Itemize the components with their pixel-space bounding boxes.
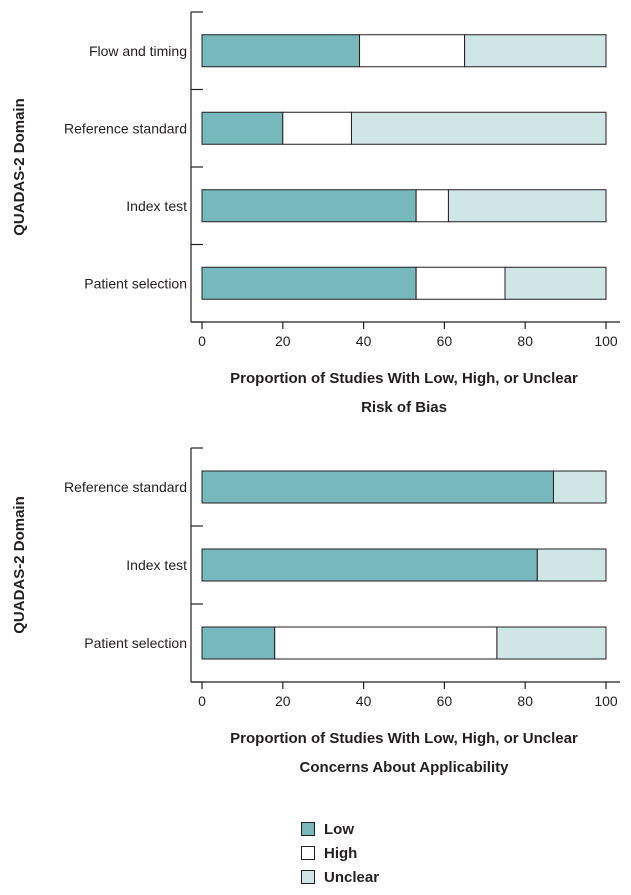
legend-swatch-low: [301, 822, 315, 836]
x-axis-title-line: Risk of Bias: [361, 399, 447, 416]
x-tick-label: 80: [517, 693, 533, 709]
x-tick-label: 20: [275, 693, 291, 709]
legend-label-high: High: [324, 844, 358, 862]
x-tick-label: 60: [437, 693, 453, 709]
category-label: Index test: [126, 198, 187, 214]
bar-index-test-unclear: [536, 548, 607, 582]
bar-reference-standard-high: [282, 111, 352, 145]
bar-flow-and-timing-high: [359, 34, 466, 68]
y-axis-title: QUADAS-2 Domain: [11, 496, 28, 634]
x-axis-title-line: Proportion of Studies With Low, High, or…: [230, 370, 578, 387]
x-tick-label: 0: [198, 333, 206, 349]
x-axis-title-line: Concerns About Applicability: [300, 759, 510, 776]
legend-label-low: Low: [324, 820, 354, 838]
bar-flow-and-timing-low: [201, 34, 361, 68]
category-label: Flow and timing: [89, 43, 187, 59]
bar-index-test-high: [415, 189, 449, 223]
bar-flow-and-timing-unclear: [464, 34, 607, 68]
legend-swatch-high: [301, 846, 315, 860]
applicability-chart: 0 20 40 60 80 100 Reference standard Index test…: [11, 447, 620, 776]
x-tick-label: 0: [198, 693, 206, 709]
legend: Low High Unclear: [301, 817, 379, 889]
bar-reference-standard-low: [201, 111, 284, 145]
bar-reference-standard-low: [201, 470, 554, 504]
legend-swatch-unclear: [301, 870, 315, 884]
category-label: Patient selection: [84, 635, 187, 651]
category-label: Index test: [126, 557, 187, 573]
bar-patient-selection-unclear: [504, 266, 607, 300]
x-tick-label: 80: [517, 333, 533, 349]
x-tick-label: 100: [594, 333, 618, 349]
x-axis-title-line: Proportion of Studies With Low, High, or…: [230, 730, 578, 747]
x-tick-label: 40: [356, 693, 372, 709]
y-axis-title: QUADAS-2 Domain: [11, 98, 28, 236]
bar-patient-selection-high: [415, 266, 506, 300]
legend-item-unclear: Unclear: [301, 865, 379, 889]
x-tick-label: 60: [437, 333, 453, 349]
bar-index-test-low: [201, 548, 538, 582]
x-tick-label: 40: [356, 333, 372, 349]
category-label: Reference standard: [64, 120, 187, 136]
bar-patient-selection-low: [201, 266, 417, 300]
bar-patient-selection-unclear: [496, 626, 607, 660]
risk-of-bias-chart: 0 20 40 60 80 100 Flow and timing Reference sta…: [11, 11, 620, 416]
bar-index-test-low: [201, 189, 417, 223]
bar-patient-selection-low: [201, 626, 276, 660]
bar-reference-standard-unclear: [350, 111, 607, 145]
bar-index-test-unclear: [447, 189, 607, 223]
category-label: Patient selection: [84, 275, 187, 291]
legend-item-low: Low: [301, 817, 379, 841]
category-label: Reference standard: [64, 479, 187, 495]
bar-reference-standard-unclear: [552, 470, 607, 504]
bar-patient-selection-high: [274, 626, 498, 660]
x-tick-label: 20: [275, 333, 291, 349]
legend-item-high: High: [301, 841, 379, 865]
x-tick-label: 100: [594, 693, 618, 709]
legend-label-unclear: Unclear: [324, 868, 380, 886]
